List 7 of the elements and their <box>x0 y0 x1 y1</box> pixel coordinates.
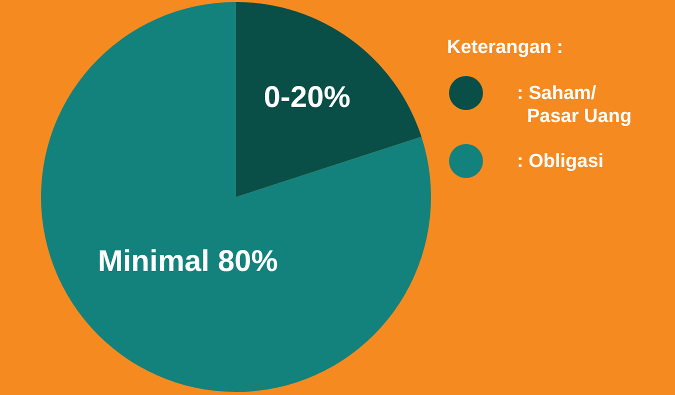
pie-slice <box>41 2 431 392</box>
legend-label: : Obligasi <box>517 151 604 172</box>
text: Minimal 80% <box>98 245 278 278</box>
text: 0-20% <box>264 81 350 114</box>
legend-label: : Saham/Pasar Uang <box>517 83 632 127</box>
pie-slice <box>236 2 422 197</box>
legend-title: Keterangan : <box>447 37 564 58</box>
